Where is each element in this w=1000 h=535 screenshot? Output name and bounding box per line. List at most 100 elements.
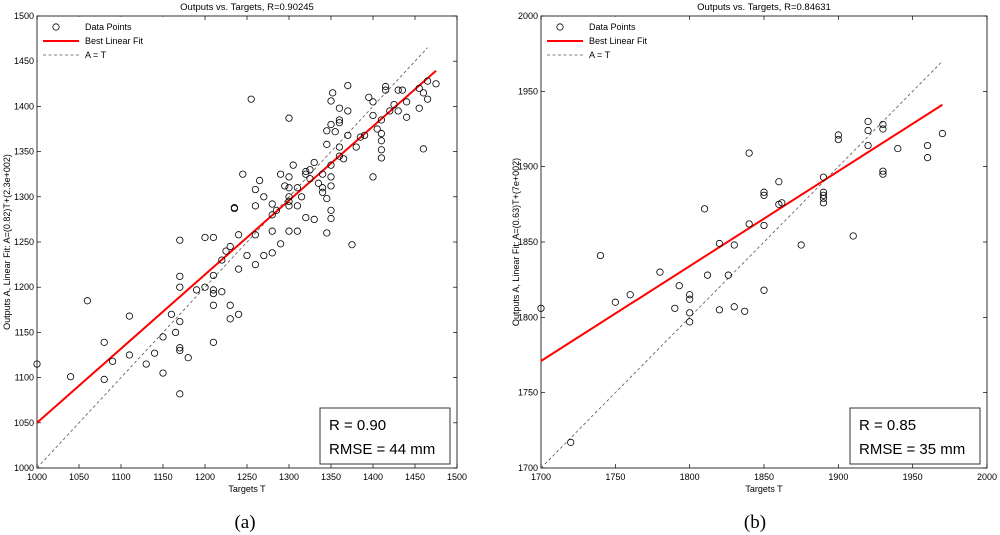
data-point bbox=[760, 191, 768, 199]
data-point bbox=[537, 304, 545, 312]
data-point bbox=[125, 351, 133, 359]
data-point bbox=[67, 373, 75, 381]
data-point bbox=[285, 173, 293, 181]
data-point bbox=[419, 89, 427, 97]
data-point bbox=[344, 107, 352, 115]
data-point bbox=[686, 295, 694, 303]
x-tick-label: 1000 bbox=[27, 472, 47, 482]
data-point bbox=[251, 202, 259, 210]
data-point bbox=[567, 438, 575, 446]
data-point bbox=[201, 283, 209, 291]
data-point bbox=[302, 170, 310, 178]
data-point bbox=[377, 116, 385, 124]
y-tick-label: 1300 bbox=[14, 192, 34, 202]
data-point bbox=[281, 182, 289, 190]
data-point bbox=[596, 251, 605, 260]
r-value: R = 0.90 bbox=[329, 417, 386, 434]
data-point bbox=[33, 360, 41, 368]
y-tick-label: 1100 bbox=[15, 373, 34, 383]
data-point bbox=[327, 182, 335, 190]
data-point bbox=[423, 77, 432, 85]
data-point bbox=[432, 80, 440, 88]
data-point bbox=[272, 206, 280, 214]
data-point bbox=[285, 114, 293, 122]
data-point bbox=[193, 286, 201, 294]
data-point bbox=[745, 220, 753, 228]
data-point bbox=[184, 354, 192, 362]
data-point bbox=[209, 286, 217, 294]
x-axis-label: Targets T bbox=[745, 484, 783, 494]
data-point bbox=[251, 185, 259, 194]
data-point bbox=[276, 240, 285, 248]
data-point bbox=[402, 98, 411, 106]
data-point bbox=[125, 312, 133, 320]
y-tick-label: 1150 bbox=[15, 327, 34, 337]
data-point bbox=[285, 197, 293, 205]
panel-caption: (a) bbox=[234, 512, 255, 533]
data-point bbox=[310, 158, 318, 167]
x-tick-label: 1950 bbox=[903, 472, 923, 482]
data-point bbox=[331, 128, 339, 136]
data-point bbox=[100, 338, 108, 346]
legend-label: A = T bbox=[85, 50, 107, 60]
data-point bbox=[323, 195, 331, 203]
data-point bbox=[373, 125, 381, 133]
data-point bbox=[293, 202, 301, 210]
data-point bbox=[377, 129, 385, 138]
x-tick-label: 1800 bbox=[680, 472, 700, 482]
y-tick-label: 1000 bbox=[14, 463, 34, 473]
data-point bbox=[306, 175, 314, 183]
data-point bbox=[109, 357, 117, 365]
data-point bbox=[318, 188, 327, 196]
data-point bbox=[306, 166, 314, 174]
x-tick-label: 1100 bbox=[111, 472, 130, 482]
data-point bbox=[923, 154, 932, 162]
best-fit-line bbox=[36, 69, 437, 424]
y-tick-label: 1750 bbox=[518, 388, 538, 398]
data-point bbox=[369, 173, 377, 181]
data-point bbox=[730, 241, 738, 249]
legend-marker-data-points bbox=[556, 23, 564, 31]
data-point bbox=[344, 131, 352, 139]
data-point bbox=[151, 349, 159, 357]
data-point bbox=[243, 251, 251, 260]
data-point bbox=[302, 167, 310, 176]
data-point bbox=[222, 247, 230, 255]
chart-panel-a: 1000 1050 1100 1150 1200 1250 1300 1350 1400 1450… bbox=[2, 2, 467, 533]
data-point bbox=[209, 233, 217, 242]
x-axis-label: Targets T bbox=[228, 484, 266, 494]
data-point bbox=[329, 89, 337, 97]
y-tick-label: 2000 bbox=[518, 11, 538, 21]
y-tick-label: 1250 bbox=[14, 237, 34, 247]
data-point bbox=[377, 154, 385, 162]
data-point bbox=[251, 231, 259, 239]
data-point bbox=[100, 375, 108, 384]
y-tick-label: 1500 bbox=[14, 11, 34, 21]
data-point bbox=[381, 82, 390, 91]
x-tick-label: 1700 bbox=[531, 472, 551, 482]
data-point bbox=[323, 127, 331, 135]
chart-panel-b: 1700 1750 1800 1850 1900 1950 2000 1700 1750 1800… bbox=[511, 2, 997, 533]
data-point bbox=[323, 140, 331, 148]
data-point bbox=[879, 167, 887, 175]
x-tick-label: 1500 bbox=[447, 472, 467, 482]
data-point bbox=[386, 107, 394, 115]
data-point bbox=[172, 328, 180, 336]
legend-label: Best Linear Fit bbox=[589, 36, 648, 46]
data-point bbox=[310, 215, 318, 223]
data-point bbox=[235, 231, 243, 239]
data-point bbox=[293, 227, 301, 235]
data-point bbox=[167, 310, 175, 318]
data-point bbox=[369, 98, 377, 106]
data-point bbox=[686, 309, 694, 317]
data-point bbox=[323, 229, 331, 237]
data-point bbox=[327, 173, 335, 181]
y-tick-label: 1700 bbox=[518, 463, 538, 473]
data-point bbox=[339, 155, 348, 163]
data-point bbox=[819, 199, 828, 207]
data-point bbox=[176, 317, 184, 326]
data-point bbox=[348, 241, 356, 249]
data-point bbox=[402, 113, 411, 121]
data-point bbox=[289, 161, 297, 169]
data-point bbox=[394, 86, 402, 94]
